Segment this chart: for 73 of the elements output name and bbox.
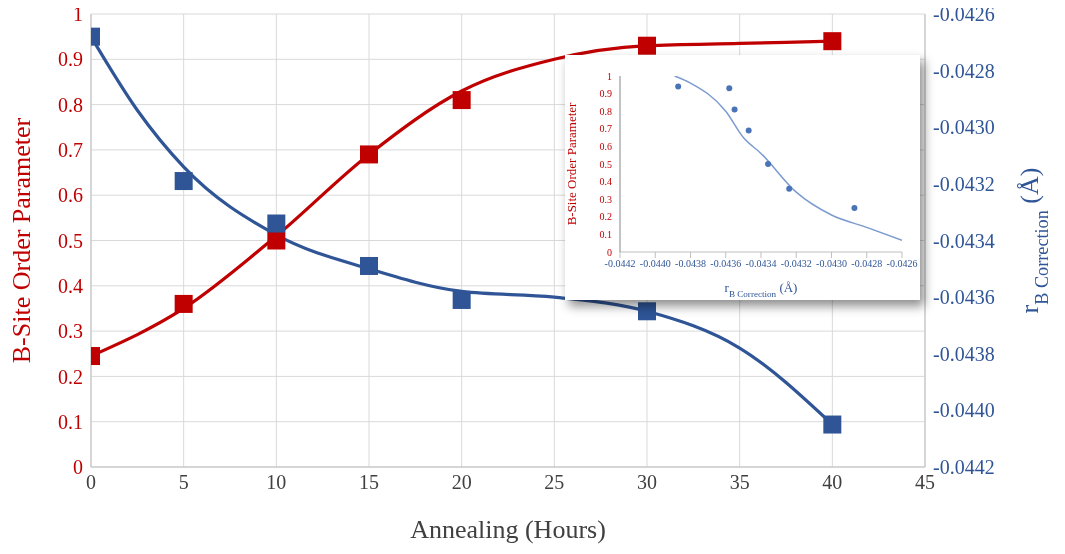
x-tick-label: 35 xyxy=(729,471,750,494)
point xyxy=(786,185,793,192)
y2-tick-label: -0.0428 xyxy=(933,59,995,82)
y-tick-label: 0.4 xyxy=(58,274,83,297)
y-tick-label: 0 xyxy=(607,246,612,258)
y2-tick-label: -0.0436 xyxy=(933,286,995,309)
y2-tick-label: -0.0438 xyxy=(933,342,995,365)
x-tick-label: -0.0434 xyxy=(745,258,777,270)
x-tick-label: -0.0426 xyxy=(886,258,918,270)
y-tick-label: 0.5 xyxy=(58,229,83,252)
point xyxy=(452,91,471,110)
y-tick-label: 0.4 xyxy=(599,176,612,188)
point xyxy=(452,290,471,309)
y2-tick-label: -0.0430 xyxy=(933,116,995,139)
x-tick-label: 45 xyxy=(915,471,935,494)
x-tick-label: -0.0432 xyxy=(780,258,812,270)
point xyxy=(267,231,286,250)
point xyxy=(765,161,772,167)
y-tick-label: 0.9 xyxy=(599,88,612,100)
point xyxy=(726,85,733,92)
y-tick-label: 0.6 xyxy=(58,184,83,207)
x-tick-label: -0.0438 xyxy=(675,258,706,270)
x-axis-title: Annealing (Hours) xyxy=(410,515,606,544)
y2-tick-label: -0.0440 xyxy=(933,399,995,422)
y-tick-label: 0.3 xyxy=(599,193,612,205)
point xyxy=(174,294,193,313)
y-tick-label: 0.6 xyxy=(599,140,612,152)
point xyxy=(823,32,842,51)
x-tick-label: -0.0430 xyxy=(816,258,847,270)
x-axis-title: r$_{B Correction}$ (Å) xyxy=(724,280,798,299)
point xyxy=(638,302,656,321)
x-tick-label: 40 xyxy=(822,471,843,494)
point xyxy=(851,205,858,211)
y-tick-label: 0.2 xyxy=(58,365,83,388)
y-tick-label: 0.7 xyxy=(599,123,612,135)
y2-tick-label: -0.0432 xyxy=(933,172,995,195)
x-tick-label: 20 xyxy=(451,471,472,494)
point xyxy=(267,214,286,233)
x-tick-label: 15 xyxy=(359,471,379,494)
y2-tick-label: -0.0442 xyxy=(933,456,995,479)
y-tick-label: 0.5 xyxy=(599,158,612,170)
y-tick-label: 0 xyxy=(73,456,83,479)
point xyxy=(823,415,842,434)
y-axis-title: B-Site Order Parameter xyxy=(7,117,37,364)
x-tick-label: 30 xyxy=(637,471,657,494)
y2-tick-label: -0.0434 xyxy=(933,229,995,252)
x-tick-label: 25 xyxy=(544,471,565,494)
y-tick-label: 0.1 xyxy=(599,228,612,240)
y-axis-title: B-Site Order Parameter xyxy=(564,101,580,226)
point xyxy=(745,127,752,134)
y-tick-label: 1 xyxy=(607,70,612,82)
x-tick-label: -0.0442 xyxy=(604,258,636,270)
y-tick-label: 0.8 xyxy=(599,105,612,117)
y-tick-label: 0.2 xyxy=(599,211,612,223)
y-tick-label: 0.9 xyxy=(58,48,83,71)
line-series xyxy=(673,76,902,242)
x-tick-label: -0.0436 xyxy=(710,258,742,270)
x-tick-label: 5 xyxy=(178,471,189,494)
y-tick-label: 0.7 xyxy=(58,139,83,161)
y-tick-label: 0.3 xyxy=(58,320,83,343)
x-tick-label: 10 xyxy=(266,471,287,494)
point xyxy=(675,83,682,90)
point xyxy=(360,145,378,164)
point xyxy=(360,256,378,275)
y-tick-label: 0.1 xyxy=(58,410,83,433)
point xyxy=(731,106,738,113)
x-tick-label: -0.0440 xyxy=(639,258,671,270)
point xyxy=(174,172,193,191)
point xyxy=(638,36,656,55)
y-tick-label: 1 xyxy=(73,3,83,26)
y-tick-label: 0.8 xyxy=(58,93,83,116)
x-tick-label: -0.0428 xyxy=(851,258,883,270)
y2-tick-label: -0.0426 xyxy=(933,3,995,26)
